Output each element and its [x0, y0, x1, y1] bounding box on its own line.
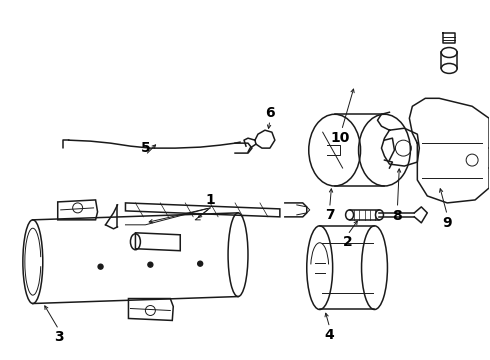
Text: 8: 8: [392, 209, 402, 223]
Circle shape: [148, 262, 153, 267]
Text: 4: 4: [325, 328, 335, 342]
Text: 6: 6: [265, 106, 275, 120]
Text: 1: 1: [205, 193, 215, 207]
Text: 3: 3: [54, 330, 64, 345]
Text: 7: 7: [325, 208, 335, 222]
Text: 2: 2: [343, 235, 352, 249]
Text: 10: 10: [330, 131, 349, 145]
Text: 5: 5: [141, 141, 150, 155]
Circle shape: [98, 264, 103, 269]
Circle shape: [197, 261, 203, 266]
Text: 9: 9: [442, 216, 452, 230]
